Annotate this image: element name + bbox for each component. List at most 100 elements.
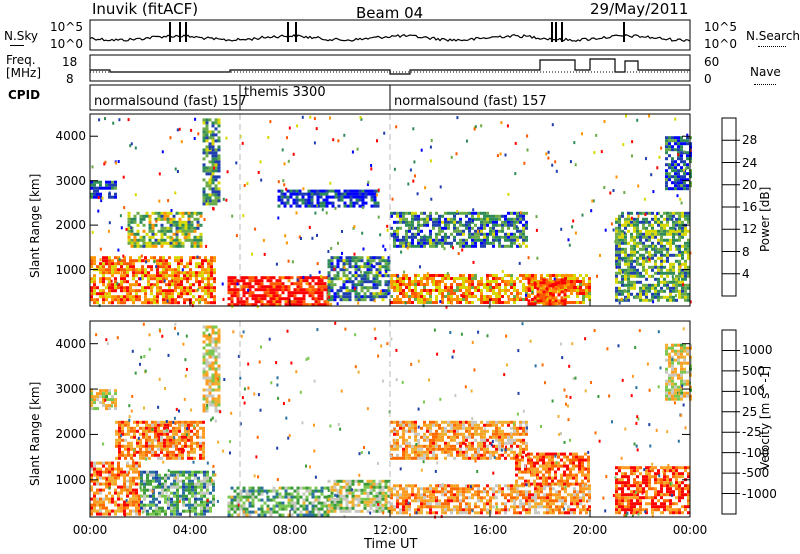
heatmap-cell [281, 291, 285, 295]
heatmap-cell [105, 506, 108, 510]
heatmap-cell [118, 444, 121, 448]
heatmap-cell [196, 241, 200, 245]
heatmap-cell [135, 268, 138, 272]
heatmap-cell [579, 301, 582, 304]
heatmap-cell [378, 280, 382, 284]
heatmap-cell [381, 494, 385, 498]
heatmap-cell [523, 161, 526, 165]
heatmap-cell [129, 295, 132, 299]
heatmap-cell [187, 432, 190, 436]
heatmap-cell [393, 444, 396, 448]
heatmap-cell [451, 301, 453, 305]
heatmap-cell [393, 220, 396, 224]
heatmap-cell [366, 259, 370, 263]
heatmap-cell [351, 500, 355, 504]
heatmap-cell [680, 136, 683, 140]
heatmap-cell [189, 286, 192, 290]
heatmap-cell [343, 201, 347, 205]
heatmap-cell [284, 495, 288, 499]
heatmap-cell [173, 503, 176, 507]
heatmap-cell [114, 283, 117, 287]
heatmap-cell [381, 289, 385, 293]
heatmap-cell [199, 244, 203, 248]
heatmap-cell [163, 232, 167, 236]
heatmap-cell [627, 271, 630, 275]
heatmap-cell [645, 217, 648, 221]
heatmap-cell [183, 301, 186, 305]
heatmap-cell [560, 284, 564, 288]
heatmap-cell [254, 300, 258, 304]
heatmap-cell [299, 486, 303, 490]
heatmap-cell [124, 438, 127, 442]
heatmap-cell [129, 467, 132, 471]
heatmap-cell [665, 151, 668, 155]
heatmap-cell [160, 238, 164, 242]
heatmap-cell [378, 494, 382, 498]
heatmap-cell [281, 288, 285, 292]
heatmap-cell [102, 401, 105, 405]
heatmap-cell [129, 265, 132, 269]
heatmap-cell [672, 253, 675, 257]
heatmap-cell [360, 277, 364, 281]
heatmap-cell [615, 232, 618, 236]
heatmap-cell [191, 479, 194, 483]
heatmap-cell [96, 476, 99, 480]
heatmap-cell [248, 303, 252, 307]
heatmap-cell [93, 479, 96, 483]
heatmap-cell [539, 293, 543, 297]
heatmap-cell [317, 276, 321, 280]
heatmap-cell [105, 404, 108, 408]
heatmap-cell [205, 151, 209, 155]
heatmap-cell [615, 256, 618, 260]
heatmap-cell [142, 456, 145, 460]
heatmap-cell [120, 274, 123, 278]
heatmap-cell [402, 438, 405, 442]
heatmap-cell [117, 256, 120, 260]
heatmap-cell [217, 331, 221, 335]
heatmap-cell [515, 225, 518, 229]
heatmap-cell [369, 488, 373, 492]
heatmap-cell [651, 268, 654, 272]
heatmap-cell [420, 211, 423, 215]
heatmap-cell [166, 426, 169, 430]
heatmap-cell [408, 441, 411, 445]
heatmap-cell [668, 163, 671, 167]
heatmap-cell [645, 229, 648, 233]
heatmap-cell [366, 277, 370, 281]
heatmap-cell [278, 279, 282, 283]
heatmap-cell [336, 262, 340, 266]
heatmap-cell [438, 232, 441, 236]
heatmap-cell [93, 189, 96, 193]
heatmap-cell [657, 268, 660, 272]
heatmap-cell [242, 282, 246, 286]
heatmap-cell [302, 300, 306, 304]
heatmap-cell [439, 185, 442, 189]
heatmap-cell [313, 189, 316, 193]
heatmap-cell [399, 277, 402, 280]
heatmap-cell [354, 265, 358, 269]
heatmap-cell [154, 238, 158, 242]
heatmap-cell [176, 170, 179, 173]
heatmap-cell [214, 403, 218, 407]
heatmap-cell [200, 512, 203, 516]
heatmap-cell [489, 289, 492, 292]
heatmap-cell [540, 286, 543, 289]
heatmap-cell [202, 358, 206, 362]
heatmap-cell [465, 280, 468, 283]
heatmap-cell [668, 148, 671, 152]
heatmap-cell [196, 441, 199, 445]
heatmap-cell [157, 420, 160, 424]
heatmap-cell [384, 500, 388, 504]
heatmap-cell [136, 211, 140, 215]
heatmap-cell [671, 148, 674, 152]
heatmap-cell [678, 229, 681, 233]
heatmap-cell [123, 274, 126, 278]
heatmap-cell [657, 271, 660, 275]
heatmap-cell [202, 148, 206, 152]
heatmap-cell [135, 470, 138, 474]
heatmap-cell [96, 186, 99, 190]
heatmap-cell [669, 265, 672, 269]
cpid-segment-2: themis 3300 [244, 85, 326, 100]
heatmap-cell [671, 181, 674, 185]
heatmap-cell [680, 187, 683, 191]
